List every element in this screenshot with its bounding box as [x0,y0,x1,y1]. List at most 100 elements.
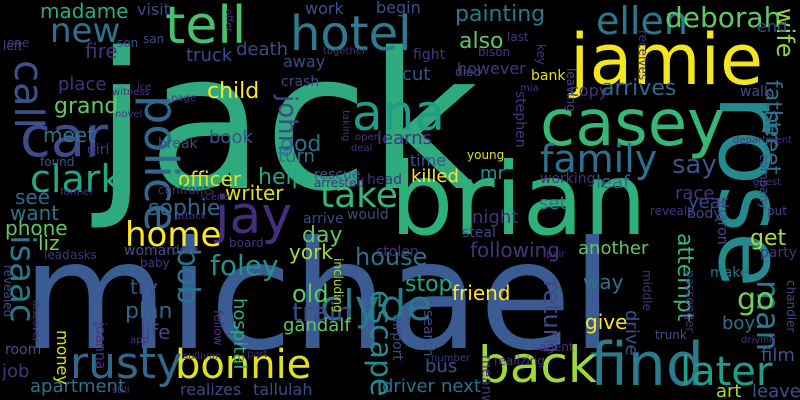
word-find: find [590,330,704,400]
word-also: also [459,29,504,54]
word-work: work [305,0,344,18]
word-room: room [5,342,42,358]
word-deal: deal [351,143,373,154]
word-pair: pair [546,249,566,260]
word-michael: michael [22,210,614,384]
word-boy: boy [722,313,756,334]
word-ellen: ellen [596,0,688,43]
word-gandalf: gandalf [283,315,351,336]
word-way: way [583,270,624,294]
word-died: died [455,65,481,79]
word-man: man [749,280,787,352]
word-following: following [470,238,560,262]
word-drive: drive [621,310,642,356]
word-clyde: clyde [320,281,433,330]
word-tallulah: tallulah [253,380,313,399]
word-woman: woman [124,243,176,259]
word-end: end [757,17,788,36]
word-bus: bus [425,356,458,377]
word-part: part [247,349,268,360]
word-ice: ice [137,82,152,93]
word-arrive: arrive [303,211,344,227]
word-return: return [538,280,566,354]
word-madame: madame [40,0,129,23]
word-joanna: joanna [92,322,108,370]
word-make: make [710,265,749,281]
word-reveals: reveals [650,204,694,218]
word-ana: ana [352,84,445,142]
word-back: back [478,336,597,394]
word-street: street [759,110,784,175]
word-last: last [507,30,529,44]
word-tell: tell [165,0,247,56]
word-try: try [130,275,158,299]
word-asks: asks [70,248,97,262]
word-department: department [733,135,793,146]
word-race: race [675,183,715,204]
word-lead: lead [44,248,70,262]
word-would: would [347,207,389,223]
word-deborah: deborah [665,1,782,34]
word-isaac: isaac [2,235,42,323]
word-scene: scene [200,192,230,203]
word-search: search [420,310,436,357]
word-job: job [2,361,30,382]
word-go: go [737,282,775,317]
word-cut: cut [402,64,431,85]
word-copy: copy [570,81,609,100]
word-place: place [58,74,107,95]
word-jamie: jamie [570,19,764,101]
word-passenger: passenger [683,270,697,333]
word-set: set [539,193,567,214]
word-foley: foley [210,249,279,282]
word-killed: killed [411,166,459,187]
word-key: key [534,44,548,66]
word-phone: phone [5,216,68,240]
word-crash: crash [281,74,320,90]
word-bank: bank [531,68,566,84]
word-art: art [716,381,742,400]
word-mia: mia [520,83,539,94]
word-trunk: trunk [655,328,687,342]
word-head: head [367,172,402,188]
word-realizes: realizes [180,380,242,399]
word-away: away [283,52,326,71]
word-hospital: hospital [229,298,250,370]
word-night: night [472,207,519,228]
word-year: year [688,192,729,213]
word-help: help [258,165,306,190]
word-meet: meet [43,123,95,147]
word-life: life [140,320,171,344]
word-number: number [431,353,471,364]
word-money: money [53,330,72,385]
word-leave: leave [752,381,800,400]
word-house: house [355,243,428,271]
word-sullivan: sullivan [183,351,222,362]
word-old: old [292,280,329,308]
word-later: later [680,349,773,395]
word-stolen: stolen [376,244,419,260]
word-working: working [540,171,596,187]
word-truck: truck [186,45,233,66]
word-attack: attack [175,211,207,222]
word-airport: airport [389,314,405,361]
word-break: break [158,136,198,152]
word-novel: novel [115,109,143,120]
word-hotel: hotel [290,6,412,62]
word-together: together [323,46,367,57]
word-page: page [171,93,196,104]
word-found: found [40,155,75,169]
word-one: one [7,36,30,50]
word-child: child [207,79,260,104]
word-receives: receives [636,30,650,81]
word-another: another [578,238,649,259]
word-give: give [585,310,628,334]
word-bob: bob [170,248,205,305]
word-arrives: arrives [601,76,677,101]
word-mr: mr [480,163,505,184]
word-next: next [441,376,481,397]
word-confronts: confronts [158,183,215,197]
word-party: party [760,245,797,261]
word-jay: jay [215,186,293,246]
